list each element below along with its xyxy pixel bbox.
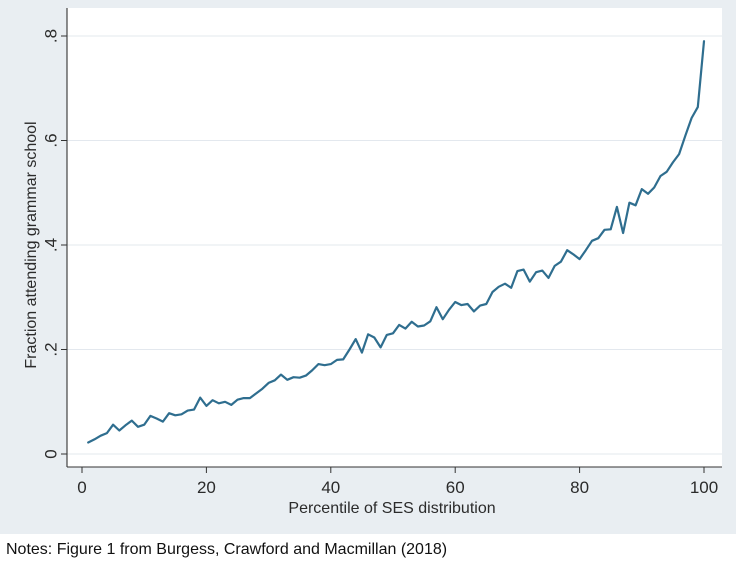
- y-tick-label: .2: [41, 342, 60, 356]
- line-chart: 0 .2 .4 .6 .8 0 20 40 60 80 100 Percentile of SES…: [23, 8, 722, 517]
- y-tick-label: .8: [41, 29, 60, 43]
- chart-figure: 0 .2 .4 .6 .8 0 20 40 60 80 100 Percentile of SES…: [0, 0, 736, 534]
- x-tick-label: 80: [570, 478, 589, 497]
- x-axis-ticks: 0 20 40 60 80 100: [77, 467, 718, 497]
- y-tick-label: .4: [41, 238, 60, 252]
- grid-lines: [67, 35, 722, 455]
- y-axis-title: Fraction attending grammar school: [23, 121, 40, 368]
- x-tick-label: 0: [77, 478, 86, 497]
- x-tick-label: 100: [690, 478, 718, 497]
- series-line: [87, 40, 706, 444]
- y-tick-label: 0: [41, 449, 60, 458]
- plot-area: [67, 8, 722, 467]
- figure-note: Notes: Figure 1 from Burgess, Crawford a…: [6, 541, 448, 558]
- y-axis-ticks: 0 .2 .4 .6 .8: [41, 29, 67, 459]
- x-tick-label: 20: [197, 478, 216, 497]
- x-axis-title: Percentile of SES distribution: [288, 500, 495, 517]
- x-tick-label: 60: [446, 478, 465, 497]
- y-tick-label: .6: [41, 133, 60, 147]
- x-tick-label: 40: [321, 478, 340, 497]
